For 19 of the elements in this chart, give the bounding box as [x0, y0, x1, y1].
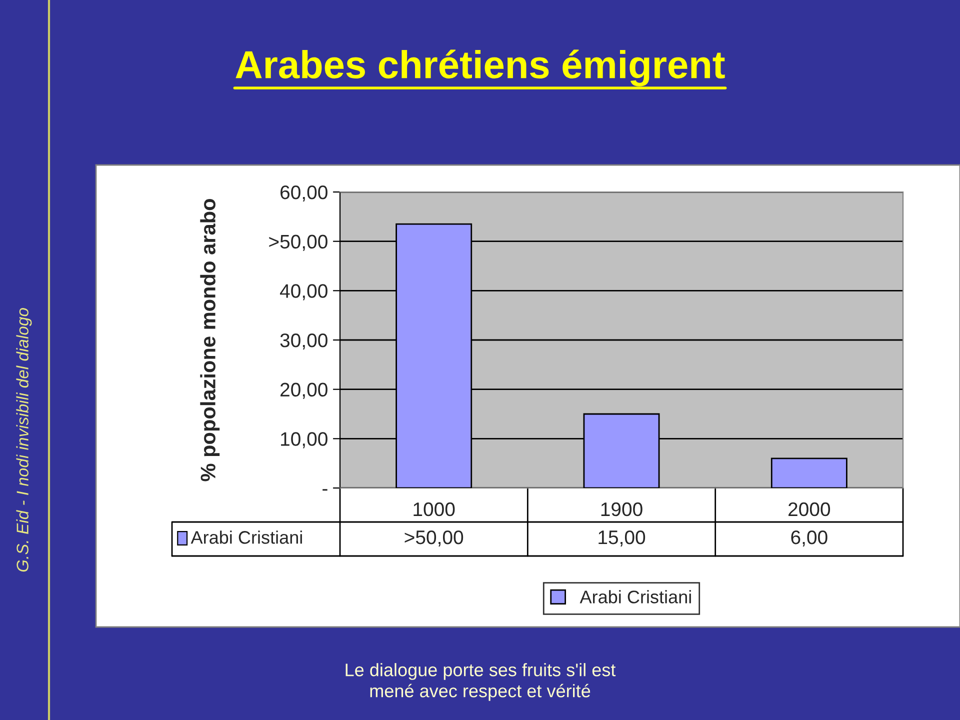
y-tick-label: 30,00 [280, 333, 328, 350]
x-tick-label: 1000 [414, 502, 455, 516]
y-tick-label: 20,00 [280, 382, 328, 399]
data-label: >50,00 [404, 530, 464, 547]
y-tick-label: 60,00 [280, 185, 328, 202]
data-label: 15,00 [598, 530, 646, 547]
y-axis-title: % popolazione mondo arabo [200, 199, 220, 482]
y-tick-label: 10,00 [281, 432, 328, 448]
text: Le dialogue porte ses fruits s'il est mené avec respect et vérité [346, 663, 616, 701]
text: G.S. Eid - I nodi invisibili del dialogo [16, 308, 32, 572]
x-tick-label: 1900 [601, 502, 642, 516]
y-tick-label: >50,00 [269, 234, 328, 251]
y-tick-label: - [322, 489, 328, 491]
y-tick-label: 40,00 [280, 284, 328, 300]
chart-title: Arabes chrétiens émigrent [236, 50, 725, 86]
legend-label: Arabi Cristiani [580, 590, 691, 604]
data-label: 6,00 [791, 530, 828, 547]
text: Arabi Cristiani [190, 530, 302, 544]
x-tick-label: 2000 [788, 502, 830, 516]
